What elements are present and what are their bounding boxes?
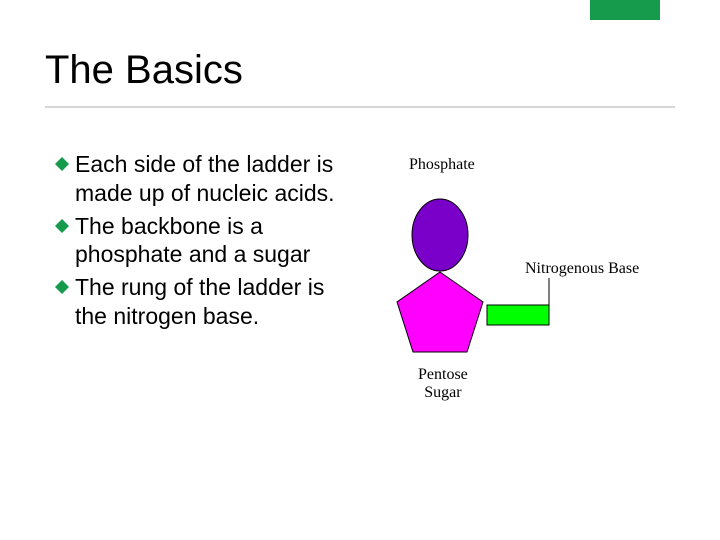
- phosphate-shape: [412, 199, 468, 271]
- diamond-bullet-icon: [55, 219, 69, 233]
- base-shape: [487, 305, 549, 325]
- pentose-label: Pentose Sugar: [418, 366, 468, 402]
- nucleotide-diagram: Phosphate Nitrogenous Base Pentose Sugar: [355, 150, 655, 410]
- content-area: Each side of the ladder is made up of nu…: [55, 150, 655, 410]
- page-title: The Basics: [45, 48, 243, 93]
- bullet-list: Each side of the ladder is made up of nu…: [55, 150, 335, 410]
- phosphate-label: Phosphate: [409, 156, 475, 174]
- diagram-svg: [355, 150, 655, 410]
- diamond-bullet-icon: [55, 280, 69, 294]
- bullet-text: The rung of the ladder is the nitrogen b…: [75, 273, 335, 331]
- title-underline: [45, 106, 675, 108]
- base-label: Nitrogenous Base: [525, 260, 639, 278]
- list-item: Each side of the ladder is made up of nu…: [55, 150, 335, 208]
- list-item: The backbone is a phosphate and a sugar: [55, 212, 335, 270]
- diamond-bullet-icon: [55, 157, 69, 171]
- pentose-shape: [397, 272, 483, 352]
- accent-bar: [590, 0, 660, 20]
- bullet-text: Each side of the ladder is made up of nu…: [75, 150, 335, 208]
- bullet-text: The backbone is a phosphate and a sugar: [75, 212, 335, 270]
- list-item: The rung of the ladder is the nitrogen b…: [55, 273, 335, 331]
